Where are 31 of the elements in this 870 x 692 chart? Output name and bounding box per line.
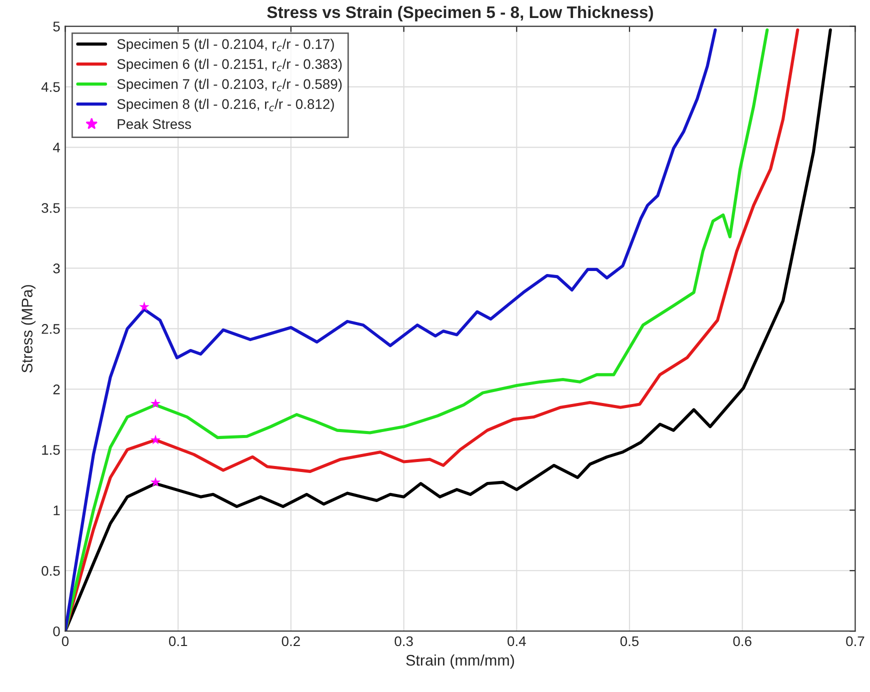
- y-tick-label: 2: [53, 384, 60, 394]
- y-tick-label: 5: [53, 22, 60, 32]
- legend-label: Specimen 8 (t/l - 0.216, r$_{c}$/r - 0.812): [117, 98, 334, 112]
- x-tick-label: 0.4: [508, 636, 526, 646]
- y-tick-label: 3.5: [42, 203, 60, 213]
- point: [150, 398, 161, 408]
- x-tick-label: 0.6: [733, 636, 752, 646]
- y-tick-label: 2.5: [42, 324, 60, 334]
- point: [150, 434, 161, 444]
- y-tick-label: 1: [54, 506, 60, 516]
- y-tick-label: 0: [53, 626, 60, 636]
- y-tick-label: 4.5: [41, 82, 60, 92]
- x-axis-title: Strain (mm/mm): [406, 654, 514, 669]
- y-tick-label: 3: [53, 264, 60, 274]
- x-tick-label: 0.1: [168, 636, 188, 646]
- legend-label: Peak Stress: [118, 118, 192, 129]
- x-tick-label: 0: [62, 636, 69, 646]
- x-tick-label: 0.2: [282, 636, 300, 646]
- y-tick-label: 1.5: [42, 445, 60, 455]
- point: [150, 476, 161, 487]
- legend-label: Specimen 5 (t/l - 0.2104, r$_{c}$/r - 0.17): [117, 38, 334, 52]
- x-tick-label: 0.5: [620, 636, 639, 646]
- y-tick-label: 0.5: [42, 566, 60, 576]
- y-axis-title: Stress (MPa): [21, 285, 36, 373]
- legend-label: Specimen 7 (t/l - 0.2103, r$_{c}$/r - 0.589): [117, 78, 342, 92]
- legend-label: Specimen 6 (t/l - 0.2151, r$_{c}$/r - 0.383): [117, 58, 342, 72]
- x-tick-label: 0.3: [394, 636, 413, 646]
- y-tick-label: 4: [52, 142, 60, 152]
- x-tick-label: 0.7: [846, 636, 864, 646]
- chart-title: Stress vs Strain (Specimen 5 - 8, Low Thickness): [267, 6, 653, 22]
- point: [139, 302, 150, 312]
